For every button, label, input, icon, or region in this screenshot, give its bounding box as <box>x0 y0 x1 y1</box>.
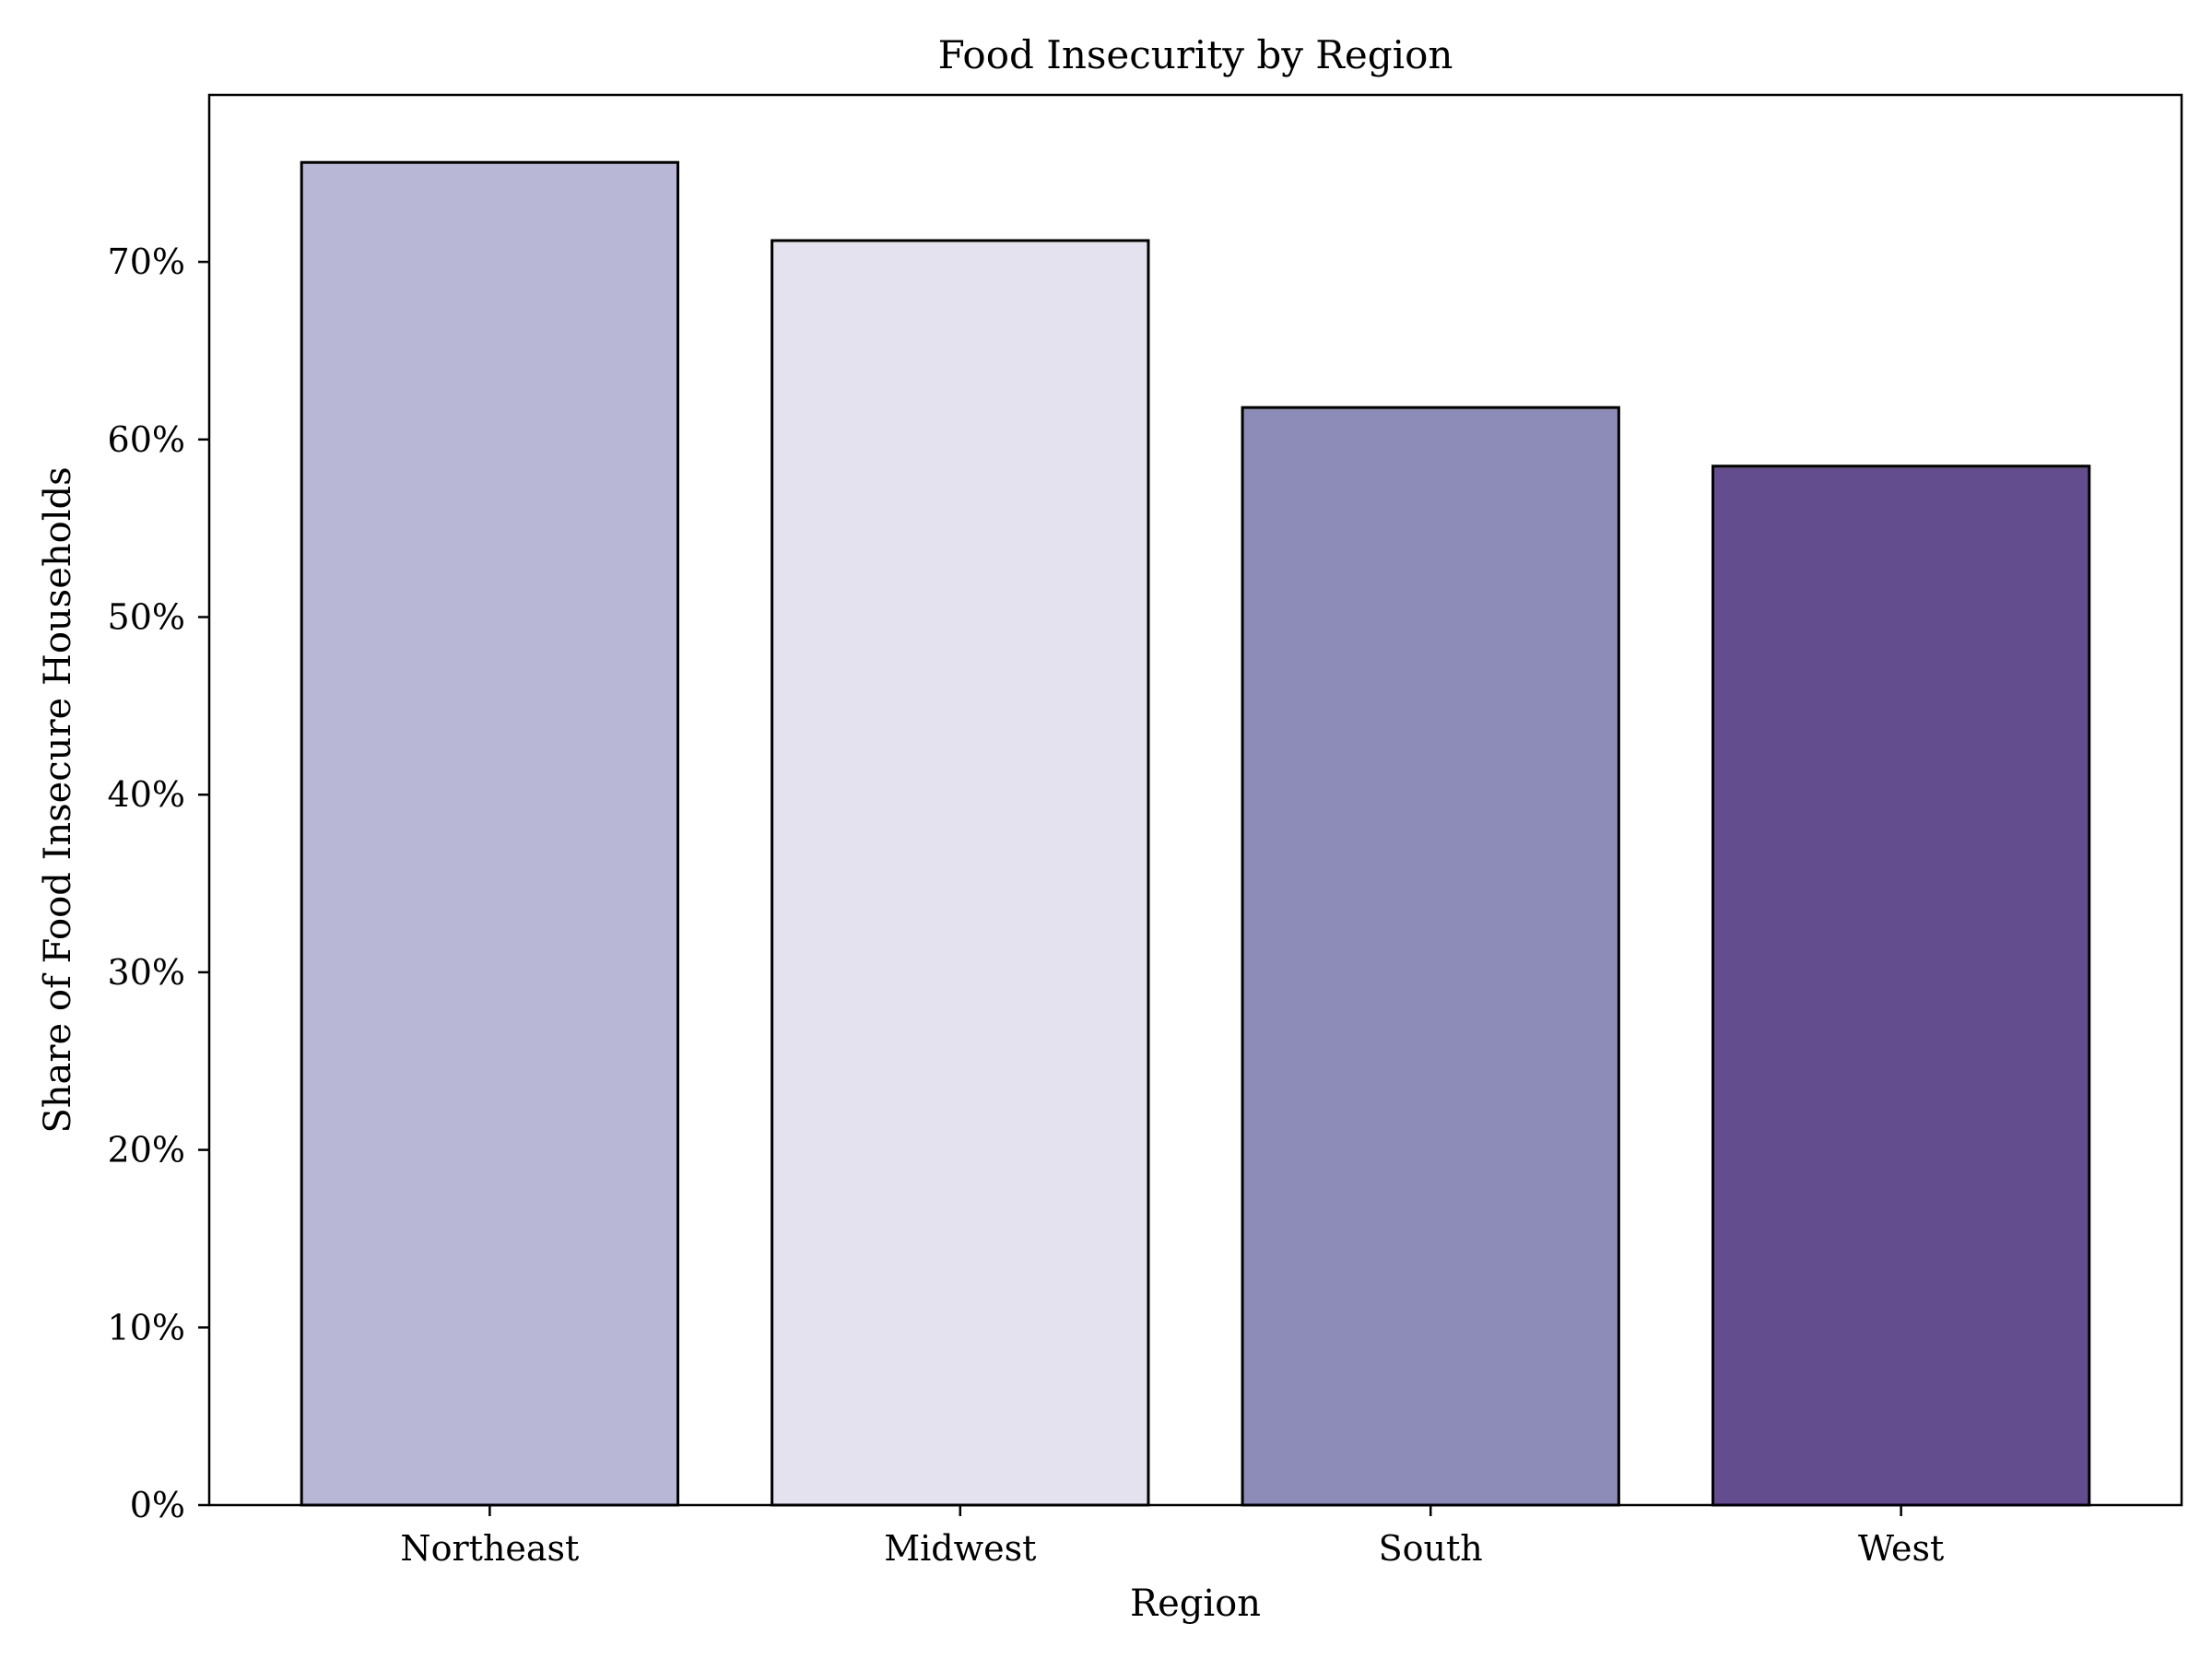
x-tick-label: Midwest <box>884 1528 1036 1569</box>
bars-layer <box>300 160 2091 1507</box>
bar-midwest <box>771 239 1150 1507</box>
x-axis-ticks: Northeast Midwest South West <box>400 1505 1944 1569</box>
y-tick-label: 50% <box>108 597 185 638</box>
bar-south <box>1241 406 1620 1507</box>
y-tick-label: 70% <box>108 241 185 282</box>
y-axis-label: Share of Food Insecure Households <box>37 466 79 1133</box>
x-axis-label: Region <box>1130 1583 1261 1625</box>
y-tick-label: 40% <box>108 774 185 815</box>
bar-northeast <box>300 160 680 1507</box>
x-tick-label: Northeast <box>400 1528 579 1569</box>
x-tick-label: West <box>1858 1528 1944 1569</box>
y-tick-label: 30% <box>108 952 185 993</box>
bar-west <box>1711 465 2091 1507</box>
x-tick-label: South <box>1379 1528 1483 1569</box>
y-tick-label: 60% <box>108 419 185 460</box>
y-tick-label: 20% <box>108 1130 185 1171</box>
y-tick-label: 10% <box>108 1307 185 1347</box>
y-axis-ticks: 0% 10% 20% 30% 40% 50% 60% 70% <box>108 241 209 1525</box>
chart-title: Food Insecurity by Region <box>938 32 1453 77</box>
plot-frame <box>207 93 2183 1507</box>
y-tick-label: 0% <box>130 1485 185 1525</box>
